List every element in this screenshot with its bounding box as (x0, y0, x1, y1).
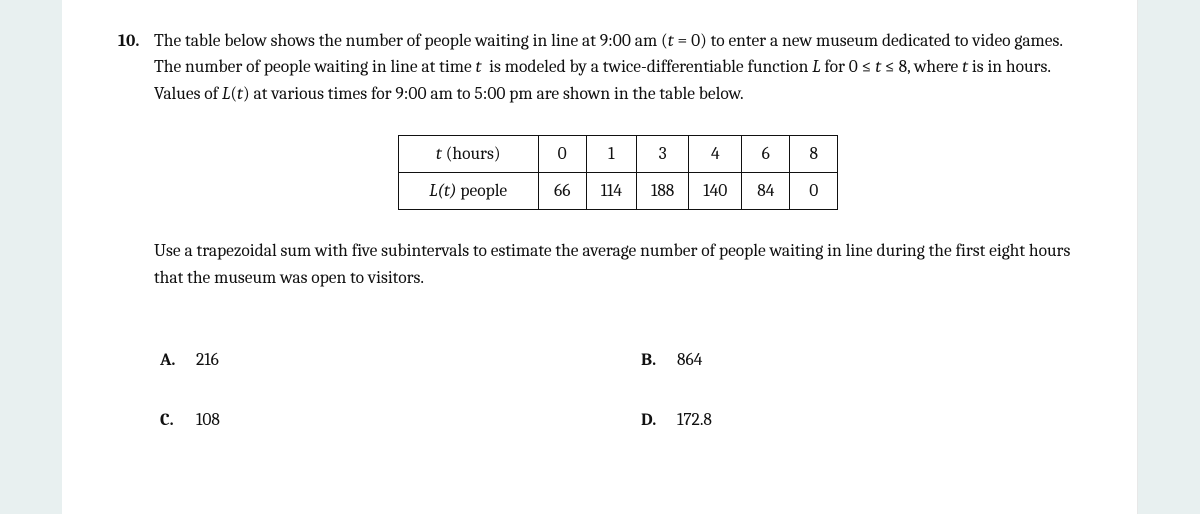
choice-b[interactable]: B. 864 (641, 347, 1082, 373)
table-cell: 66 (538, 173, 586, 210)
choice-letter: B. (641, 347, 663, 373)
table-cell: 188 (636, 173, 688, 210)
row-header-L: L(t) people (398, 173, 538, 210)
choice-text: 172.8 (677, 407, 712, 433)
table-row: t (hours) 0 1 3 4 6 8 (398, 135, 838, 172)
table-cell: 3 (636, 135, 688, 172)
choice-d[interactable]: D. 172.8 (641, 407, 1082, 433)
table-cell: 84 (742, 173, 790, 210)
table-cell: 1 (586, 135, 636, 172)
data-table-wrap: t (hours) 0 1 3 4 6 8 L(t) people 66 114… (154, 135, 1082, 211)
question-followup: Use a trapezoidal sum with five subinter… (154, 238, 1082, 291)
question-stem: The table below shows the number of peop… (154, 28, 1082, 107)
table-cell: 140 (689, 173, 742, 210)
table-cell: 0 (538, 135, 586, 172)
table-cell: 4 (689, 135, 742, 172)
choice-text: 108 (196, 407, 220, 433)
table-cell: 0 (790, 173, 838, 210)
choice-text: 864 (677, 347, 702, 373)
question-body: The table below shows the number of peop… (154, 28, 1082, 433)
choice-letter: C. (160, 407, 182, 433)
data-table: t (hours) 0 1 3 4 6 8 L(t) people 66 114… (398, 135, 839, 211)
choice-a[interactable]: A. 216 (160, 347, 601, 373)
table-cell: 8 (790, 135, 838, 172)
page: 10. The table below shows the number of … (62, 0, 1138, 514)
row-header-t: t (hours) (398, 135, 538, 172)
table-cell: 114 (586, 173, 636, 210)
choice-c[interactable]: C. 108 (160, 407, 601, 433)
question-number: 10. (118, 28, 146, 433)
choice-letter: D. (641, 407, 663, 433)
table-row: L(t) people 66 114 188 140 84 0 (398, 173, 838, 210)
choice-text: 216 (196, 347, 219, 373)
answer-choices: A. 216 B. 864 C. 108 D. 172.8 (154, 347, 1082, 434)
table-cell: 6 (742, 135, 790, 172)
problem-block: 10. The table below shows the number of … (118, 28, 1082, 433)
choice-letter: A. (160, 347, 182, 373)
